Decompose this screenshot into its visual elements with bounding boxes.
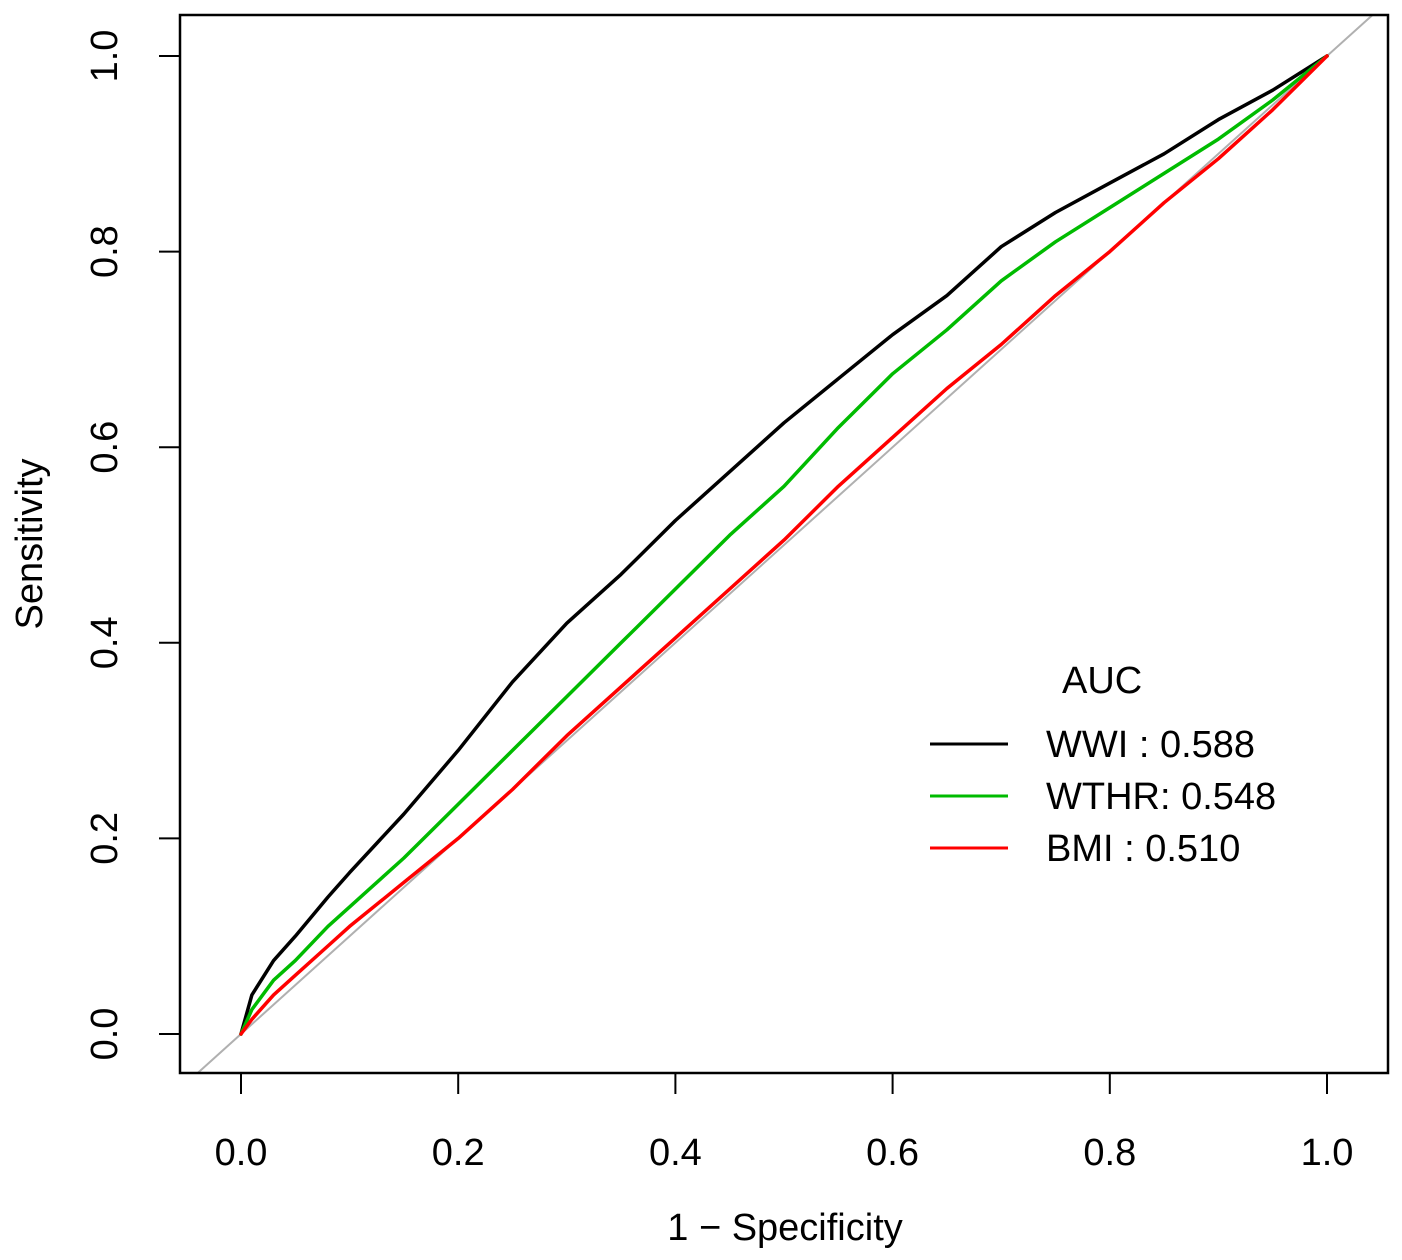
x-tick-label: 0.0 (215, 1132, 268, 1174)
x-tick-label: 0.2 (432, 1132, 485, 1174)
legend: AUC WWI : 0.588 WTHR: 0.548 BMI : 0.510 (930, 660, 1276, 870)
x-axis: 0.0 0.2 0.4 0.6 0.8 1.0 (215, 1072, 1354, 1174)
y-tick-label: 0.6 (84, 421, 126, 474)
roc-curve-0 (239, 54, 1329, 1036)
legend-label-0: WWI : 0.588 (1046, 724, 1255, 766)
reference-layer (196, 15, 1375, 1073)
y-tick-label: 0.0 (84, 1008, 126, 1061)
reference-diagonal (196, 15, 1375, 1073)
x-tick-label: 0.6 (866, 1132, 919, 1174)
y-tick-label: 1.0 (84, 30, 126, 83)
x-tick-label: 0.4 (649, 1132, 702, 1174)
roc-curve-2 (239, 54, 1329, 1036)
x-tick-label: 0.8 (1083, 1132, 1136, 1174)
roc-curve-1 (239, 54, 1329, 1036)
legend-title: AUC (1062, 660, 1142, 702)
y-tick-label: 0.4 (84, 616, 126, 669)
legend-label-1: WTHR: 0.548 (1046, 776, 1276, 818)
legend-label-2: BMI : 0.510 (1046, 828, 1240, 870)
y-tick-label: 0.8 (84, 225, 126, 278)
y-axis: 0.0 0.2 0.4 0.6 0.8 1.0 (84, 30, 181, 1061)
y-axis-title: Sensitivity (9, 458, 51, 629)
x-tick-label: 1.0 (1301, 1132, 1354, 1174)
x-axis-title: 1 − Specificity (667, 1207, 903, 1249)
series-layer (239, 54, 1329, 1036)
y-tick-label: 0.2 (84, 812, 126, 865)
